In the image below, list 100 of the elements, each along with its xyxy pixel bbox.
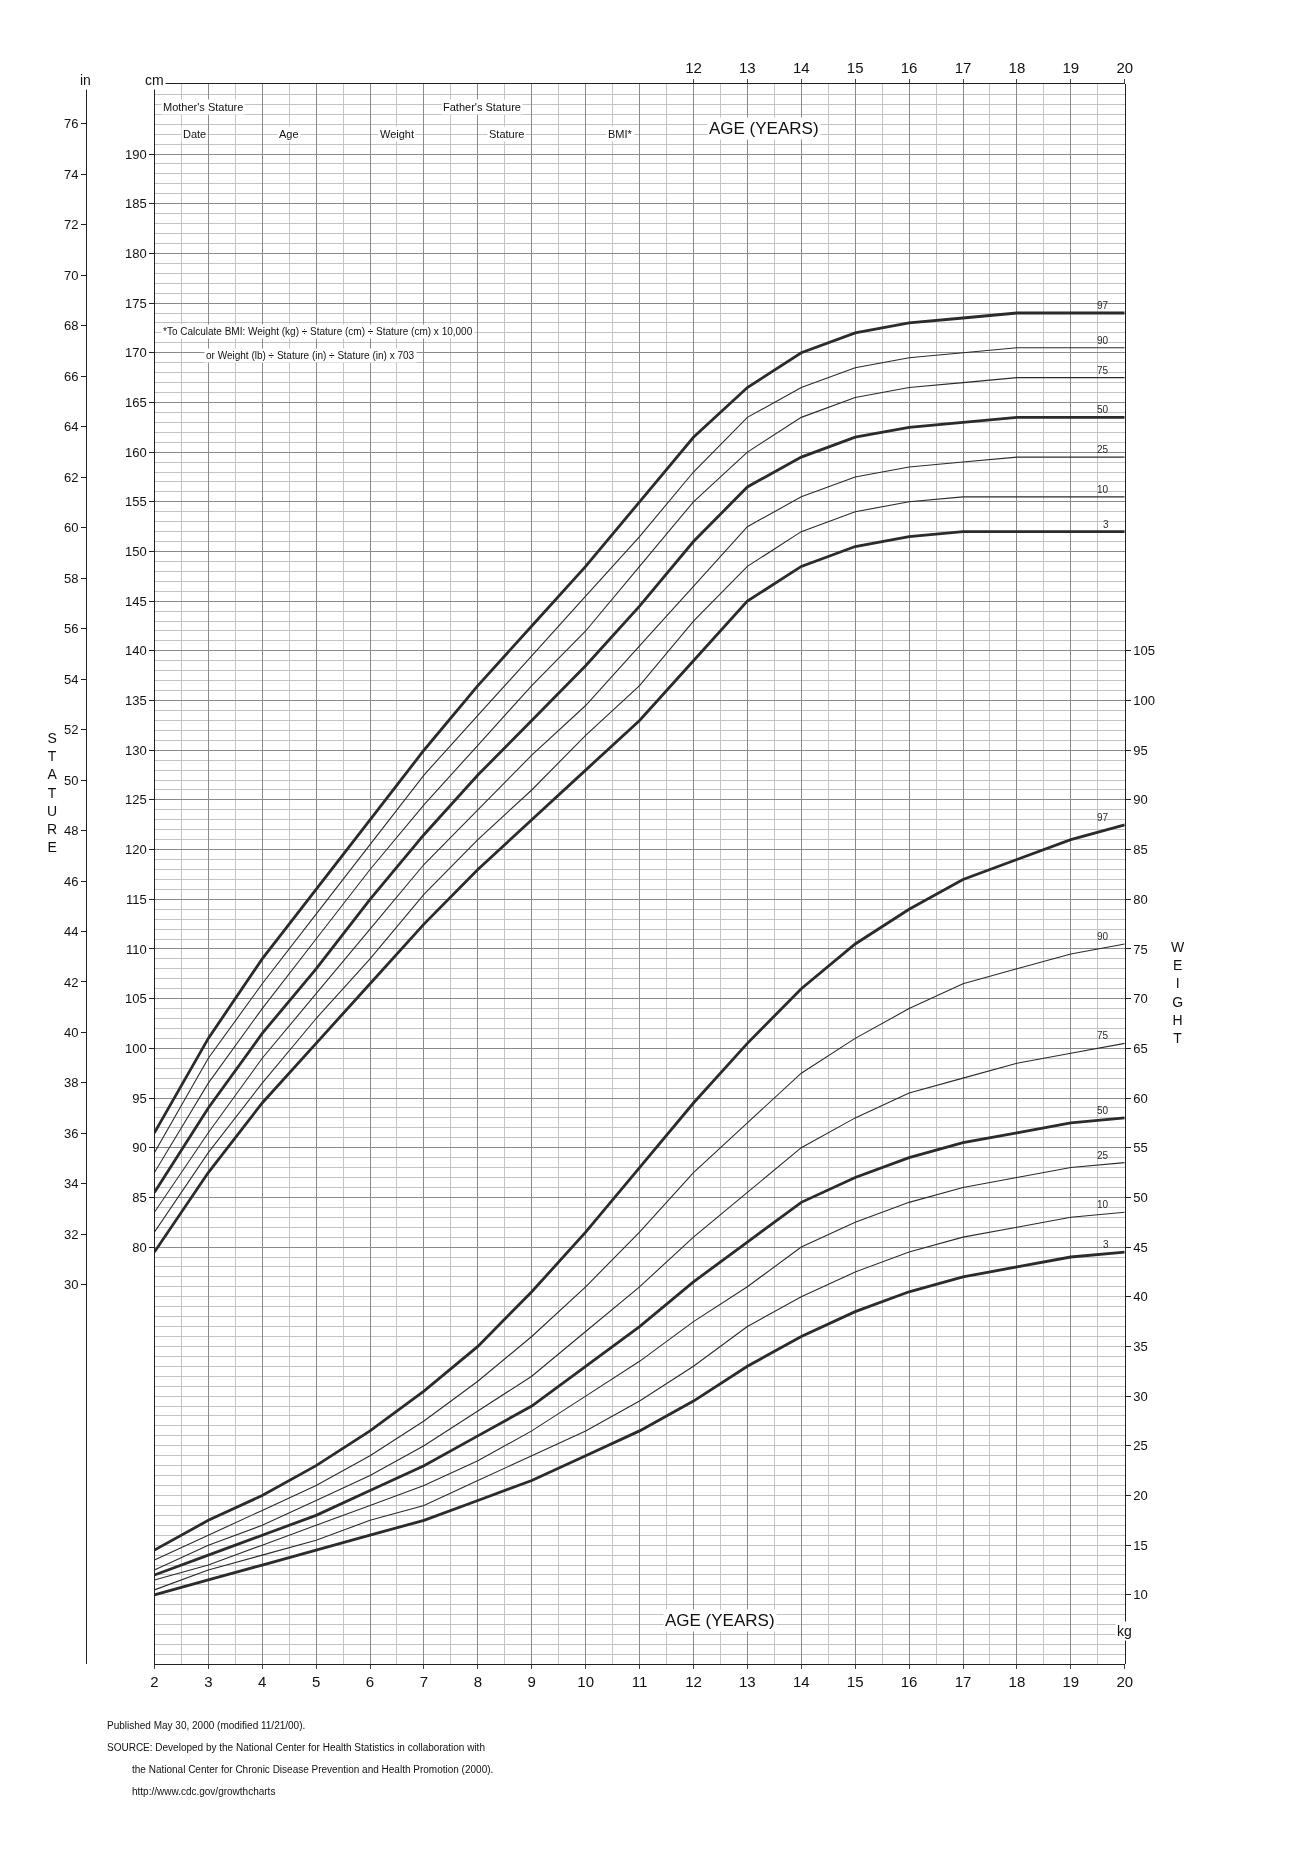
x2-tick-label: 12 <box>685 59 702 77</box>
y2-tick-label: 50 <box>1133 1189 1148 1205</box>
y3-tick-label: 40 <box>63 1024 79 1040</box>
text: the National Center for Chronic Disease Prevention and Health Promotion (2000). <box>132 1764 494 1775</box>
x2-tick-label: 14 <box>792 59 810 77</box>
y2-tick-label: 30 <box>1133 1388 1148 1404</box>
y-tick-label: 165 <box>125 395 147 410</box>
x-tick-label: 18 <box>1008 1673 1026 1691</box>
y-tick-label: 120 <box>125 842 147 858</box>
y3-tick-label: 30 <box>63 1277 79 1293</box>
y3-tick-label: 38 <box>63 1075 79 1091</box>
x-tick-label: 6 <box>365 1673 375 1691</box>
text: http://www.cdc.gov/growthcharts <box>132 1786 276 1797</box>
x-tick-label: 11 <box>631 1673 648 1691</box>
x2-tick-label: 18 <box>1008 59 1026 77</box>
x2-axis-title: AGE (YEARS) <box>709 119 819 138</box>
y3-tick-label: 58 <box>63 570 79 586</box>
x-tick-label: 9 <box>527 1673 536 1691</box>
y-tick-label: 190 <box>125 146 147 162</box>
annotation: Age <box>279 128 299 140</box>
y-tick-label: 125 <box>125 792 147 808</box>
source-note: SOURCE: Developed by the National Center for Health Statistics in collaboration with <box>107 1742 485 1753</box>
x-tick-label: 20 <box>1116 1673 1134 1691</box>
annotation: cm <box>145 72 164 88</box>
x2-tick-label: 16 <box>900 59 918 77</box>
x-tick-label: 2 <box>150 1673 159 1691</box>
x-tick-label: 17 <box>954 1673 972 1691</box>
annotation: Stature <box>489 128 525 140</box>
annotation: Father's Stature <box>443 101 521 113</box>
text: in <box>80 72 91 88</box>
y2-tick-label: 45 <box>1133 1239 1148 1255</box>
y2-tick-label: 80 <box>1133 891 1148 907</box>
y-tick-label: 90 <box>132 1140 147 1156</box>
y2-tick-label: 20 <box>1133 1488 1148 1504</box>
x-tick-label: 13 <box>739 1673 756 1691</box>
annotation: Mother's Stature <box>163 101 244 113</box>
y2-tick-label: 70 <box>1133 991 1148 1007</box>
annotation: Weight <box>380 128 415 140</box>
x-tick-label: 8 <box>473 1673 483 1691</box>
y3-tick-label: 70 <box>63 267 79 283</box>
y2-tick-label: 105 <box>1133 643 1156 659</box>
series-label: 25 <box>1097 1150 1109 1161</box>
y-tick-label: 175 <box>125 295 147 311</box>
annotation: or Weight (lb) ÷ Stature (in) ÷ Stature (in) x 703 <box>206 350 415 361</box>
series-label: 25 <box>1097 444 1109 455</box>
series-label: 10 <box>1097 1199 1109 1210</box>
series-label: 90 <box>1097 335 1109 346</box>
y3-tick-label: 44 <box>63 924 79 940</box>
y3-tick-label: 76 <box>63 116 79 132</box>
x-tick-label: 15 <box>846 1673 864 1691</box>
y-tick-label: 145 <box>125 593 147 609</box>
y3-tick-label: 68 <box>63 318 79 334</box>
y-tick-label: 115 <box>126 891 147 907</box>
y-tick-label: 105 <box>125 991 147 1007</box>
y3-tick-label: 48 <box>63 823 79 839</box>
series-label: 97 <box>1097 812 1109 823</box>
x-tick-label: 19 <box>1062 1673 1080 1691</box>
x2-tick-label: 19 <box>1062 59 1080 77</box>
y-tick-label: 170 <box>125 345 147 361</box>
series-label: 3 <box>1103 519 1109 530</box>
annotation: Date <box>183 128 207 140</box>
series-label: 75 <box>1097 1030 1109 1041</box>
y-tick-label: 160 <box>125 444 147 460</box>
y-axis-title: STATURE <box>47 730 58 856</box>
y3-tick-label: 54 <box>63 671 79 687</box>
y2-tick-label: 65 <box>1133 1040 1148 1056</box>
y-tick-label: 185 <box>125 196 147 212</box>
x-tick-label: 3 <box>204 1673 213 1691</box>
y2-tick-label: 95 <box>1133 742 1148 758</box>
y3-tick-label: 60 <box>63 520 79 536</box>
x2-tick-label: 17 <box>954 59 972 77</box>
y-tick-label: 80 <box>132 1239 147 1255</box>
x-tick-label: 16 <box>900 1673 918 1691</box>
y3-tick-label: 50 <box>63 772 79 788</box>
y2-tick-label: 60 <box>1133 1090 1148 1106</box>
series-label: 10 <box>1097 484 1109 495</box>
y-tick-label: 155 <box>125 494 147 510</box>
y2-tick-label: 15 <box>1133 1537 1148 1553</box>
y3-tick-label: 64 <box>63 419 79 435</box>
x-tick-label: 14 <box>792 1673 810 1691</box>
x-tick-label: 10 <box>577 1673 594 1691</box>
y3-tick-label: 52 <box>63 722 79 738</box>
y2-tick-label: 10 <box>1133 1587 1148 1603</box>
y3-tick-label: 36 <box>63 1125 79 1141</box>
y-tick-label: 180 <box>125 245 147 261</box>
text: Published May 30, 2000 (modified 11/21/00). <box>107 1720 306 1731</box>
series-label: 75 <box>1097 365 1109 376</box>
x-tick-label: 12 <box>685 1673 702 1691</box>
x-tick-label: 5 <box>311 1673 321 1691</box>
series-label: 97 <box>1097 300 1109 311</box>
y2-tick-label: 25 <box>1133 1438 1148 1454</box>
y-tick-label: 95 <box>132 1090 147 1106</box>
y2-tick-label: 90 <box>1133 792 1148 808</box>
annotation: kg <box>1117 1623 1132 1639</box>
y2-tick-label: 35 <box>1133 1338 1148 1354</box>
y2-axis-title: WEIGHT <box>1171 939 1185 1046</box>
y3-tick-label: 74 <box>63 166 79 182</box>
y-tick-label: 135 <box>125 693 147 709</box>
y-tick-label: 150 <box>125 544 147 560</box>
x2-tick-label: 13 <box>739 59 756 77</box>
